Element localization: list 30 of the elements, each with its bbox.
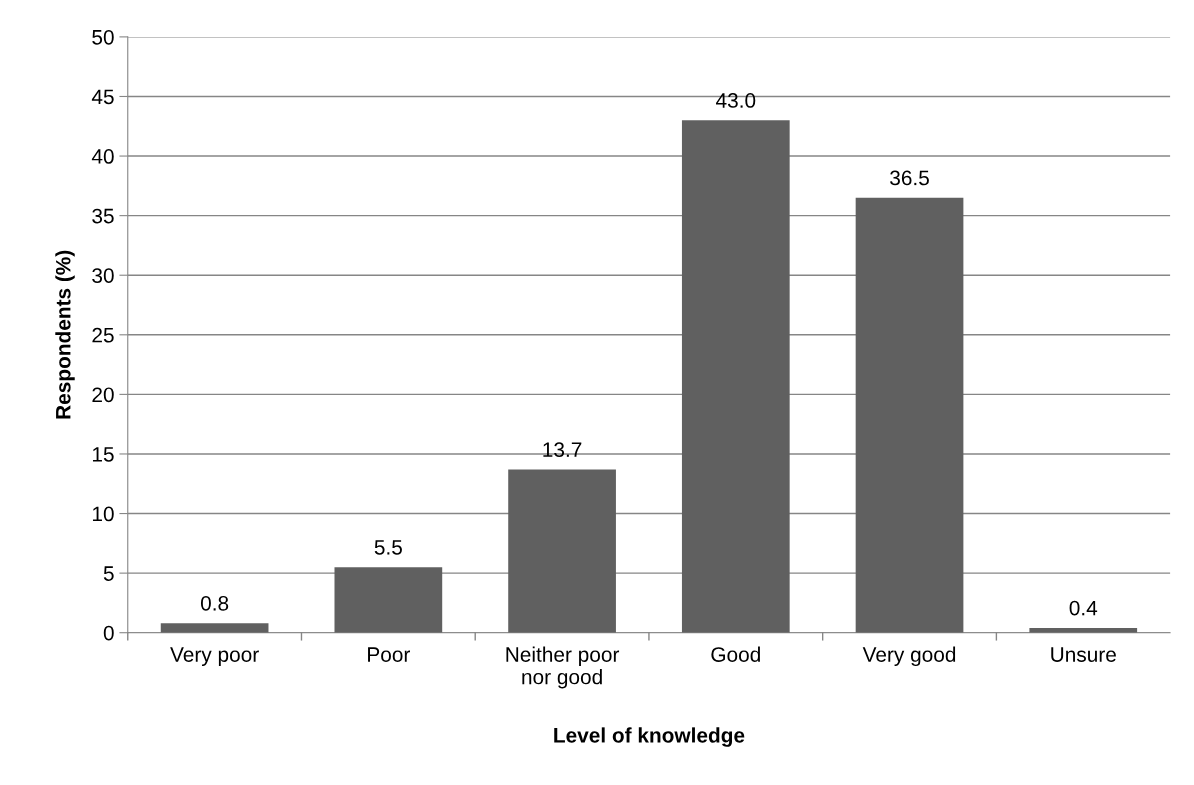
y-axis-title: Respondents (%)	[55, 250, 75, 419]
data-label: 36.5	[890, 170, 929, 186]
x-axis-title: Level of knowledge	[554, 727, 745, 747]
data-label: 5.5	[374, 540, 402, 555]
y-tick-label: 15	[92, 447, 114, 462]
bar	[855, 197, 964, 633]
y-tick-label: 50	[92, 29, 114, 45]
x-tick-label: Very poor	[170, 647, 259, 667]
y-tick-label: 45	[91, 89, 114, 105]
y-tick-label: 10	[92, 506, 114, 522]
x-tick-label: Poor	[368, 647, 411, 662]
data-label: 43.0	[716, 93, 756, 108]
y-tick-label: 20	[92, 387, 114, 403]
y-tick-label: 30	[92, 268, 114, 283]
y-tick-label: 0	[103, 625, 114, 641]
x-tick-label: Unsure	[1051, 647, 1116, 662]
x-tick-label: Neither poor nor good	[506, 646, 620, 689]
y-tick-label: 5	[103, 566, 114, 581]
bar	[160, 623, 269, 633]
x-tick-label: Very good	[862, 646, 956, 667]
bar	[334, 567, 443, 633]
data-label: 0.8	[200, 595, 229, 611]
bar	[508, 469, 616, 633]
y-tick-label: 25	[92, 327, 114, 343]
data-label: 13.7	[543, 442, 582, 458]
x-tick-label: Good	[711, 646, 760, 662]
data-label: 0.4	[1069, 600, 1098, 616]
bar	[681, 120, 790, 633]
y-tick-label: 35	[92, 208, 114, 224]
y-tick-label: 40	[91, 149, 114, 164]
